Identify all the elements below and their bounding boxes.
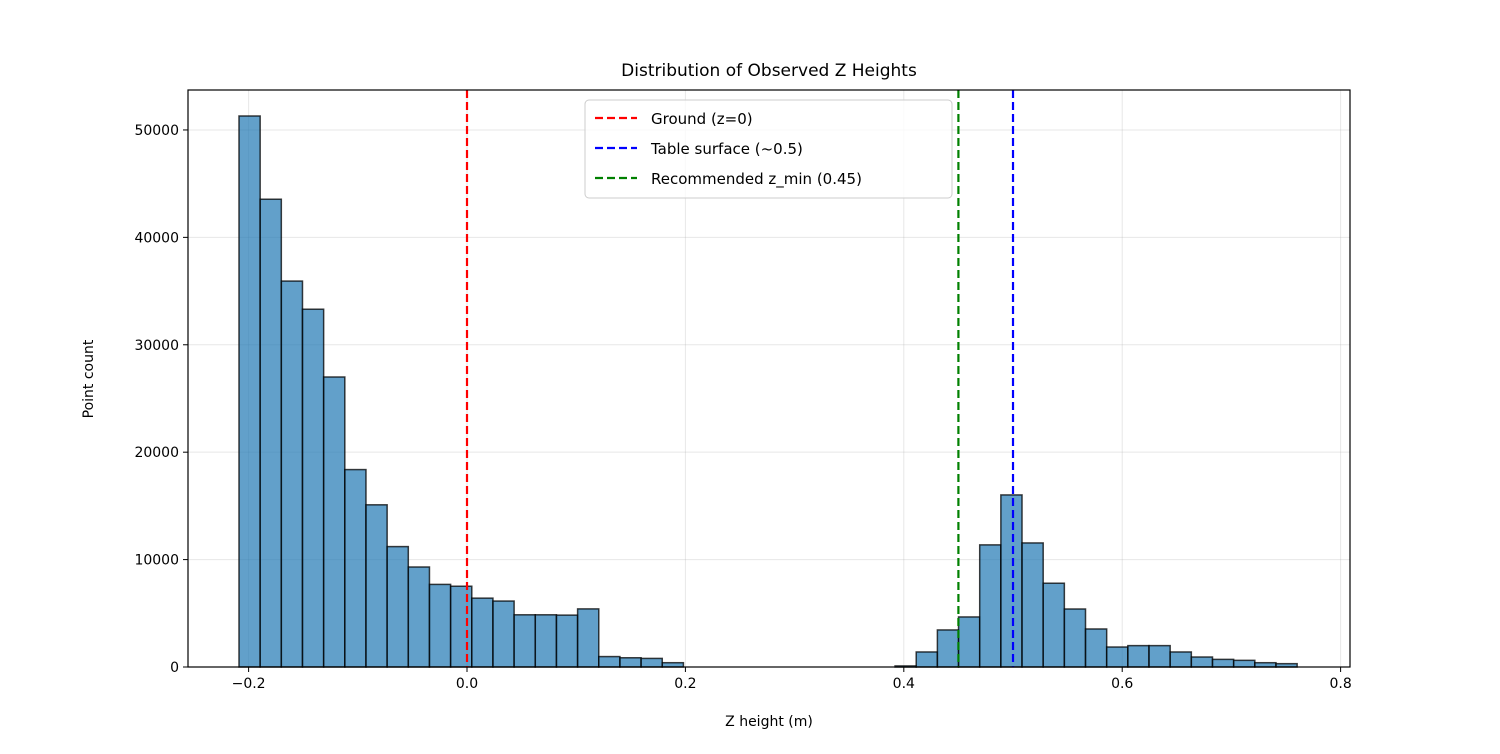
histogram-bar [238,115,261,668]
x-tick-label: 0.0 [456,676,478,692]
histogram-bar [1084,628,1108,668]
x-tick-label: 0.2 [674,676,696,692]
histogram-bar [513,614,537,668]
histogram-bar [365,504,388,668]
histogram-bar [1021,542,1044,668]
legend-box [584,99,953,199]
histogram-bar [1105,646,1129,668]
histogram-bar [322,376,346,668]
histogram-bar [1127,644,1150,668]
histogram-bar [1000,494,1023,668]
histogram-bar [1042,582,1066,668]
x-tick-label: −0.2 [232,676,266,692]
ticks: −0.2 0.0 0.2 0.4 0.6 0.8 0 10000 20000 30000 40000… [134,123,1351,692]
x-tick-label: 0.4 [893,676,915,692]
y-tick-label: 50000 [134,123,179,139]
y-tick-label: 20000 [134,445,179,461]
bars [238,115,1298,668]
histogram-bar [1169,651,1193,668]
histogram-bar [259,198,283,668]
x-axis-label: Z height (m) [725,714,813,730]
histogram-bar [1148,644,1171,668]
histogram-bar [1063,608,1087,668]
plot-frame [187,89,1351,668]
histogram-bar [661,661,685,668]
histogram-bar [344,468,367,668]
histogram-bar [407,566,431,668]
legend-label: Table surface (~0.5) [650,140,803,158]
histogram-bar [598,655,621,668]
y-axis-label: Point count [81,339,97,418]
histogram-bar [386,545,410,668]
y-tick-label: 40000 [134,230,179,246]
histogram-bar [640,657,664,668]
y-tick-label: 10000 [134,553,179,569]
histogram-bar [1190,656,1214,668]
reference-lines [465,90,1015,667]
x-tick-label: 0.8 [1329,676,1351,692]
histogram-bar [936,629,960,668]
histogram-bar [280,280,304,668]
histogram-bar [978,544,1002,668]
legend-label: Ground (z=0) [651,110,753,128]
chart-title: Distribution of Observed Z Heights [621,61,917,81]
histogram-bar [555,614,579,668]
histogram-bar [428,583,452,668]
legend: Ground (z=0) Table surface (~0.5) Recommen… [584,99,953,199]
histogram-bar [576,608,600,668]
legend-label: Recommended z_min (0.45) [651,170,862,189]
histogram-bar [1232,659,1256,668]
histogram-bar [471,597,494,668]
y-tick-label: 30000 [134,338,179,354]
y-tick-label: 0 [170,660,179,676]
histogram-bar [1211,658,1235,668]
histogram-bar [534,614,558,668]
histogram-bar [619,657,642,668]
histogram-bar [301,308,325,668]
x-tick-label: 0.6 [1111,676,1133,692]
histogram-bar [492,600,515,668]
histogram-bar [1254,661,1277,668]
histogram-bar [957,616,981,668]
histogram-bar [915,651,939,668]
histogram-bar [449,585,473,668]
